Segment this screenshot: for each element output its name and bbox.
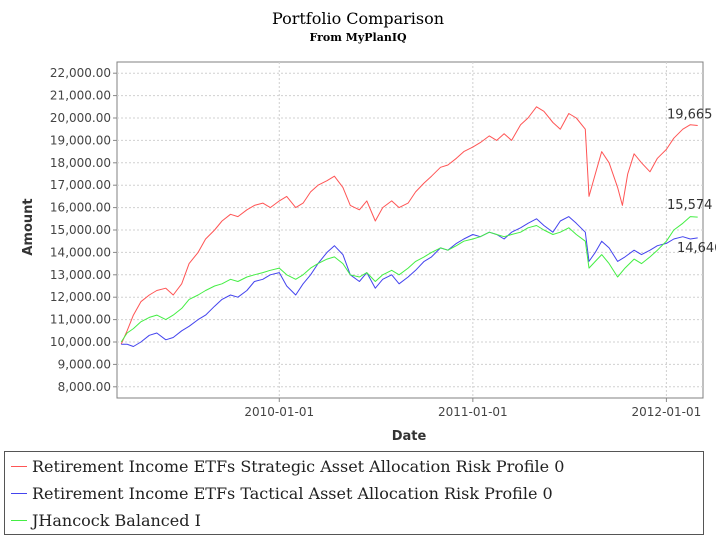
chart-subtitle: From MyPlanIQ xyxy=(309,31,407,44)
series-lines xyxy=(120,106,698,347)
y-tick-label: 14,000.00 xyxy=(50,245,111,259)
end-labels: 19,665 14,646 15,574 xyxy=(667,108,716,256)
y-tick-label: 18,000.00 xyxy=(50,156,111,170)
y-axis-label: Amount xyxy=(21,198,36,255)
legend-item-strategic: Retirement Income ETFs Strategic Asset A… xyxy=(11,455,564,477)
line-chart: 8,000.00 9,000.00 10,000.00 11,000.00 12,000… xyxy=(21,61,716,444)
legend-label-tactical: Retirement Income ETFs Tactical Asset Al… xyxy=(32,483,553,503)
x-tick-label: 2011-01-01 xyxy=(438,405,508,419)
end-value-label: 15,574 xyxy=(667,198,713,213)
end-value-label: 19,665 xyxy=(667,108,713,123)
y-tick-label: 10,000.00 xyxy=(50,335,111,349)
legend-swatch-strategic xyxy=(11,465,27,467)
y-tick-label: 22,000.00 xyxy=(50,66,111,80)
series-line-0 xyxy=(120,106,698,345)
grid-lines xyxy=(117,62,703,398)
y-tick-label: 9,000.00 xyxy=(58,357,111,371)
y-tick-label: 8,000.00 xyxy=(58,380,111,394)
legend-swatch-tactical xyxy=(11,492,27,494)
legend-label-jhancock: JHancock Balanced I xyxy=(32,510,201,530)
y-axis: 8,000.00 9,000.00 10,000.00 11,000.00 12,000… xyxy=(50,66,117,394)
y-tick-label: 15,000.00 xyxy=(50,223,111,237)
legend-label-strategic: Retirement Income ETFs Strategic Asset A… xyxy=(32,456,565,476)
y-tick-label: 13,000.00 xyxy=(50,268,111,282)
y-tick-label: 11,000.00 xyxy=(50,313,111,327)
y-tick-label: 21,000.00 xyxy=(50,89,111,103)
legend: Retirement Income ETFs Strategic Asset A… xyxy=(4,451,704,535)
x-axis-label: Date xyxy=(392,429,427,444)
legend-swatch-jhancock xyxy=(11,519,27,521)
y-tick-label: 19,000.00 xyxy=(50,133,111,147)
y-tick-label: 17,000.00 xyxy=(50,178,111,192)
chart-title: Portfolio Comparison xyxy=(271,9,445,28)
end-value-label: 14,646 xyxy=(677,241,716,256)
x-axis: 2010-01-01 2011-01-01 2012-01-01 xyxy=(244,398,701,419)
y-tick-label: 16,000.00 xyxy=(50,201,111,215)
series-line-2 xyxy=(120,216,698,343)
x-tick-label: 2012-01-01 xyxy=(632,405,702,419)
legend-item-jhancock: JHancock Balanced I xyxy=(11,509,201,531)
x-tick-label: 2010-01-01 xyxy=(244,405,314,419)
series-line-1 xyxy=(121,216,698,347)
y-tick-label: 20,000.00 xyxy=(50,111,111,125)
y-tick-label: 12,000.00 xyxy=(50,290,111,304)
legend-item-tactical: Retirement Income ETFs Tactical Asset Al… xyxy=(11,482,553,504)
